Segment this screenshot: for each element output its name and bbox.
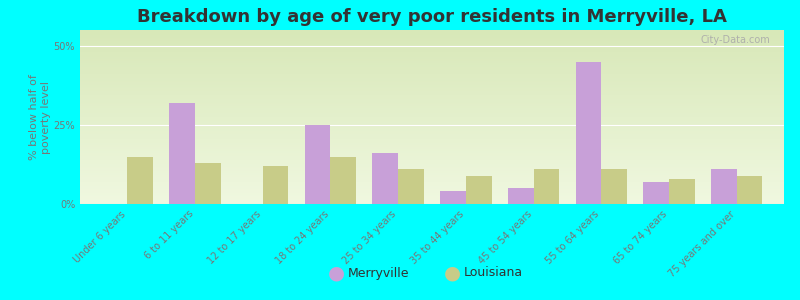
Bar bbox=[508, 188, 534, 204]
Bar bbox=[737, 176, 762, 204]
Y-axis label: % below half of
poverty level: % below half of poverty level bbox=[29, 74, 50, 160]
Text: ●: ● bbox=[327, 263, 345, 283]
Title: Breakdown by age of very poor residents in Merryville, LA: Breakdown by age of very poor residents … bbox=[137, 8, 727, 26]
Text: City-Data.com: City-Data.com bbox=[700, 35, 770, 45]
Bar bbox=[170, 103, 195, 204]
Bar bbox=[398, 169, 424, 204]
Text: Louisiana: Louisiana bbox=[464, 266, 523, 280]
Bar bbox=[127, 157, 153, 204]
Bar bbox=[534, 169, 559, 204]
Text: ●: ● bbox=[443, 263, 461, 283]
Bar bbox=[195, 163, 221, 204]
Bar bbox=[643, 182, 669, 204]
Text: Merryville: Merryville bbox=[348, 266, 410, 280]
Bar bbox=[330, 157, 356, 204]
Bar bbox=[305, 125, 330, 204]
Bar bbox=[602, 169, 627, 204]
Bar bbox=[262, 166, 289, 204]
Bar bbox=[466, 176, 491, 204]
Bar bbox=[373, 153, 398, 204]
Bar bbox=[440, 191, 466, 204]
Bar bbox=[711, 169, 737, 204]
Bar bbox=[575, 61, 602, 204]
Bar bbox=[669, 179, 694, 204]
